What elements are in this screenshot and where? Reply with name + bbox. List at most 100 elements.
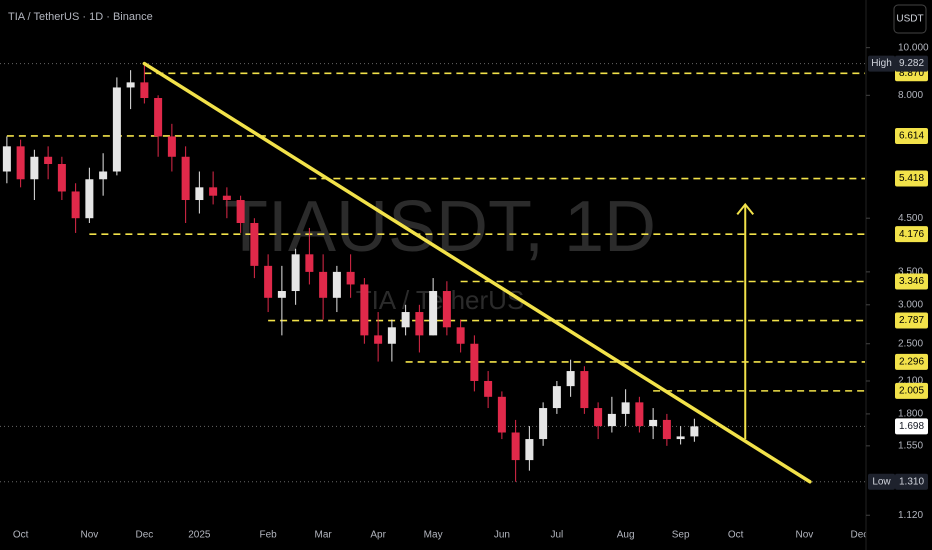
y-tick-label: 3.000 [898,299,923,310]
x-tick-label: Oct [728,530,744,541]
candle-body [140,82,149,99]
candle-body [607,413,616,427]
price-tag [895,382,928,399]
candle-body [594,408,603,427]
candle-body [112,87,121,172]
x-tick-label: 2025 [188,530,211,541]
candle-body [415,312,424,336]
x-tick-label: Sep [672,530,690,541]
candle-body [209,187,218,196]
currency-label[interactable]: USDT [896,14,923,25]
candle-body [387,327,396,344]
price-tag-label: 5.418 [899,173,924,184]
marker-tag: High [871,58,892,69]
price-axis: 10.000 8.000 4.500 3.500 3.000 2.500 2.100 1.80… [866,42,929,521]
candle-body [277,291,286,298]
price-tag-label: 6.614 [899,131,924,142]
x-tick-label: Mar [315,530,333,541]
candle-body [401,312,410,328]
candle-body [250,223,259,266]
marker-tag: Low [872,476,891,487]
candle-body [470,343,479,381]
y-tick-label: 1.800 [898,409,923,420]
price-tag [895,55,928,72]
price-tag-label: 9.282 [899,58,924,69]
y-tick-label: 1.120 [898,510,923,521]
price-tag [895,273,928,290]
candle-body [44,156,53,165]
candle-body [181,156,190,201]
candle-body [374,335,383,344]
y-tick-label: 1.550 [898,440,923,451]
candle-body [154,98,163,137]
trendline [142,61,812,484]
candle-body [649,419,658,427]
candle-body [429,291,438,336]
price-tag-label: 2.005 [899,386,924,397]
candle-body [71,191,80,219]
candle-body [580,371,589,409]
price-tag [895,127,928,144]
y-tick-label: 4.500 [898,213,923,224]
candle-body [2,146,11,172]
x-tick-label: Dec [135,530,153,541]
price-tag [895,312,928,329]
candle-body [236,200,245,224]
x-tick-label: Jun [494,530,510,541]
x-tick-label: May [424,530,443,541]
price-tag-label: 2.296 [899,357,924,368]
x-tick-label: Apr [370,530,386,541]
price-tag-label: 1.310 [899,476,924,487]
x-tick-label: Oct [13,530,29,541]
candle-body [360,284,369,336]
x-tick-label: Nov [795,530,813,541]
candle-body [99,171,108,180]
candle-body [676,436,685,440]
y-tick-label: 3.500 [898,267,923,278]
plot-layer: TIAUSDT, 1D TIA / TetherUS Oct Nov Dec 2025 Fe… [0,61,868,541]
price-tag [895,353,928,370]
candle-body [525,439,534,461]
candle-body [126,82,135,88]
price-tag-label: 4.176 [899,229,924,240]
y-tick-label: 2.500 [898,338,923,349]
candle-body [319,271,328,298]
y-tick-label: 8.000 [898,90,923,101]
candle-body [442,291,451,328]
x-tick-label: Feb [260,530,278,541]
candle-body [621,402,630,414]
watermark-subtitle: TIA / TetherUS [356,285,525,315]
candle-body [85,179,94,219]
y-tick-label: 10.000 [898,42,929,53]
candle-body [195,187,204,201]
candle-body [167,136,176,157]
x-tick-label: Jul [550,530,563,541]
candle-body [264,265,273,298]
candle-body [222,195,231,201]
price-tag-label: 2.787 [899,315,924,326]
candle-body [566,371,575,387]
watermark: TIAUSDT, 1D [224,187,656,267]
candle-body [690,426,699,437]
price-tag [895,418,928,435]
arrow-head [736,202,755,216]
candle-body [511,432,520,461]
candle-body [291,254,300,292]
currency-button[interactable] [893,4,927,34]
candle-body [305,254,314,272]
price-tag [895,170,928,187]
candle-body [662,419,671,440]
candle-body [456,327,465,344]
marker-tag-box [868,473,895,490]
x-tick-label: Dec [850,530,868,541]
price-tag-label: 8.870 [899,68,924,79]
chart-title: TIA / TetherUS · 1D · Binance [8,11,153,23]
candle-body [346,271,355,285]
candle-body [497,396,506,433]
candle-body [30,156,39,180]
price-tag-label: 1.698 [899,421,924,432]
candle-body [57,164,66,192]
